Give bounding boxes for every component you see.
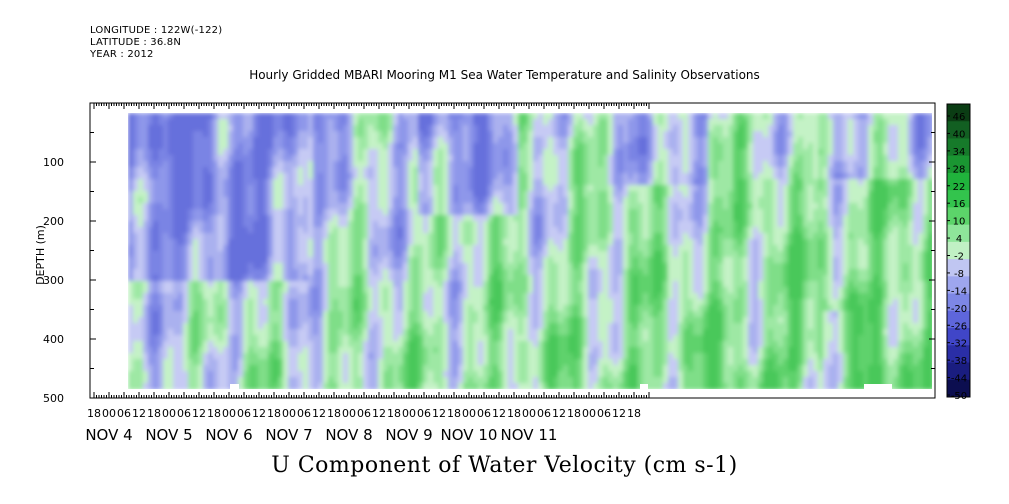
x-hour-label: 00 <box>162 407 176 420</box>
x-date-label: NOV 6 <box>205 426 252 444</box>
x-hour-label: 00 <box>522 407 536 420</box>
colorbar-swatch <box>947 345 970 364</box>
x-date-label: NOV 5 <box>145 426 192 444</box>
colorbar-swatch <box>947 207 970 226</box>
colorbar-label: -38 <box>951 356 967 367</box>
x-hour-label: 00 <box>462 407 476 420</box>
y-tick-label: 500 <box>43 392 64 405</box>
x-hour-label: 18 <box>267 407 281 420</box>
x-hour-label: 12 <box>252 407 266 420</box>
chart-title: Hourly Gridded MBARI Mooring M1 Sea Wate… <box>249 68 760 82</box>
colorbar-swatch <box>947 155 970 174</box>
x-date-label: NOV 9 <box>385 426 432 444</box>
x-hour-label: 12 <box>612 407 626 420</box>
colorbar-label: -26 <box>951 321 967 332</box>
x-hour-label: 06 <box>237 407 251 420</box>
missing-data-gap <box>864 384 892 390</box>
x-hour-label: 12 <box>432 407 446 420</box>
x-date-label: NOV 10 <box>441 426 498 444</box>
x-hour-label: 12 <box>192 407 206 420</box>
missing-data-gap <box>640 384 648 389</box>
colorbar-swatch <box>947 293 970 312</box>
x-hour-label: 00 <box>582 407 596 420</box>
colorbar-swatch <box>947 138 970 157</box>
x-hour-label: 12 <box>552 407 566 420</box>
x-date-label: NOV 7 <box>265 426 312 444</box>
longitude-label: LONGITUDE : 122W(-122) <box>90 25 223 36</box>
colorbar-swatch <box>947 104 970 122</box>
latitude-label: LATITUDE : 36.8N <box>90 37 182 48</box>
colorbar-label: 10 <box>953 217 966 228</box>
x-date-label: NOV 4 <box>85 426 132 444</box>
y-tick-label: 100 <box>43 156 64 169</box>
x-hour-label: 06 <box>597 407 611 420</box>
colorbar-swatch <box>947 172 970 191</box>
colorbar-label: 34 <box>953 147 966 158</box>
colorbar-swatch <box>947 276 970 295</box>
x-hour-label: 12 <box>312 407 326 420</box>
colorbar-label: -20 <box>951 304 967 315</box>
y-tick-label: 400 <box>43 333 64 346</box>
colorbar-swatch <box>947 190 970 208</box>
x-hour-label: 06 <box>537 407 551 420</box>
y-tick-label: 200 <box>43 215 64 228</box>
x-hour-label: 00 <box>342 407 356 420</box>
x-date-label: NOV 11 <box>501 426 558 444</box>
colorbar-label: -32 <box>951 339 967 350</box>
x-hour-label: 00 <box>102 407 116 420</box>
colorbar-label: 28 <box>953 164 966 175</box>
colorbar-label: 4 <box>956 234 962 245</box>
colorbar-label: -44 <box>951 374 967 385</box>
colorbar-swatch <box>947 362 970 381</box>
x-hour-label: 00 <box>402 407 416 420</box>
x-hour-label: 00 <box>222 407 236 420</box>
colorbar-swatch <box>947 379 970 398</box>
colorbar-swatch <box>947 328 970 346</box>
x-hour-label: 00 <box>282 407 296 420</box>
x-hour-label: 18 <box>147 407 161 420</box>
x-hour-label: 18 <box>507 407 521 420</box>
x-axis-title: U Component of Water Velocity (cm s-1) <box>271 453 738 478</box>
missing-data-gap <box>230 384 239 390</box>
x-hour-label: 12 <box>132 407 146 420</box>
x-hour-label: 18 <box>387 407 401 420</box>
x-hour-label: 18 <box>87 407 101 420</box>
colorbar-label: 40 <box>953 129 966 140</box>
colorbar-label: -14 <box>951 286 967 297</box>
x-hour-label: 06 <box>417 407 431 420</box>
colorbar-label: -8 <box>954 269 964 280</box>
colorbar-swatch <box>947 310 970 329</box>
colorbar-label: 16 <box>953 199 966 210</box>
x-hour-label: 12 <box>492 407 506 420</box>
x-hour-label: 18 <box>627 407 641 420</box>
colorbar-label: 46 <box>953 112 966 123</box>
y-axis-title: DEPTH (m) <box>34 225 47 285</box>
colorbar-swatch <box>947 121 970 139</box>
x-hour-label: 18 <box>447 407 461 420</box>
x-hour-label: 06 <box>117 407 131 420</box>
x-hour-label: 18 <box>327 407 341 420</box>
x-date-label: NOV 8 <box>325 426 372 444</box>
colorbar-swatch <box>947 224 970 243</box>
colorbar-label: -50 <box>951 391 967 402</box>
colorbar-swatch <box>947 241 970 260</box>
colorbar-label: -2 <box>954 252 964 263</box>
x-hour-label: 06 <box>297 407 311 420</box>
colorbar-frame <box>946 103 971 398</box>
x-hour-label: 12 <box>372 407 386 420</box>
y-tick-label: 300 <box>43 274 64 287</box>
year-label: YEAR : 2012 <box>90 49 154 60</box>
x-hour-label: 18 <box>207 407 221 420</box>
x-hour-label: 06 <box>477 407 491 420</box>
colorbar-label: 22 <box>953 182 966 193</box>
colorbar-swatch <box>947 259 970 277</box>
x-hour-label: 18 <box>567 407 581 420</box>
x-hour-label: 06 <box>177 407 191 420</box>
x-hour-label: 06 <box>357 407 371 420</box>
